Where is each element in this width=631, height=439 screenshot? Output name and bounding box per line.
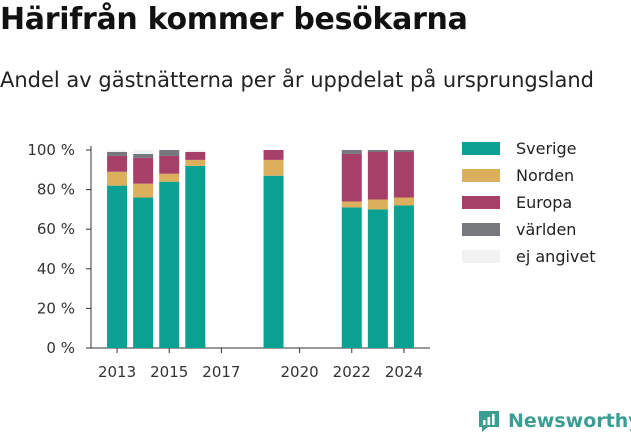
- legend-label: ej angivet: [516, 247, 596, 266]
- bar-segment: [367, 199, 388, 210]
- brand-logo: Newsworthy: [476, 408, 631, 434]
- legend-label: Europa: [516, 193, 572, 212]
- legend-label: Sverige: [516, 139, 577, 158]
- brand-name: Newsworthy: [508, 410, 631, 432]
- legend-swatch: [462, 196, 500, 209]
- bar-segment: [341, 201, 362, 208]
- y-tick-label: 60 %: [37, 220, 75, 238]
- bar-segment: [107, 150, 128, 152]
- bar-segment: [263, 175, 284, 348]
- legend-swatch: [462, 223, 500, 236]
- bar-segment: [393, 150, 414, 152]
- bar-segment: [107, 151, 128, 156]
- x-tick-label: 2013: [98, 363, 136, 381]
- bar-segment: [341, 153, 362, 202]
- y-tick-label: 100 %: [27, 141, 75, 159]
- bar-segment: [393, 151, 414, 198]
- bar-segment: [185, 151, 206, 160]
- bar-segment: [133, 150, 154, 154]
- bar-segment: [159, 150, 180, 156]
- legend-label: världen: [516, 220, 576, 239]
- bar-segment: [107, 171, 128, 186]
- x-tick-label: 2017: [202, 363, 240, 381]
- bar-segment: [367, 150, 388, 152]
- x-tick-label: 2020: [281, 363, 319, 381]
- bar-segment: [185, 159, 206, 166]
- bar-segment: [341, 150, 362, 154]
- bar-segment: [159, 181, 180, 348]
- chart-title: Härifrån kommer besökarna: [0, 2, 468, 37]
- bar-segment: [159, 173, 180, 182]
- bar-segment: [341, 207, 362, 348]
- legend-swatch: [462, 250, 500, 263]
- bar-segment: [367, 209, 388, 348]
- y-tick-label: 40 %: [37, 260, 75, 278]
- chart-subtitle: Andel av gästnätterna per år uppdelat på…: [0, 68, 594, 92]
- bar-segment: [133, 157, 154, 184]
- y-tick-label: 0 %: [46, 339, 75, 357]
- y-tick-label: 80 %: [37, 181, 75, 199]
- bar-segment: [393, 197, 414, 206]
- newsworthy-logo-icon: [479, 411, 499, 432]
- bar-segment: [133, 153, 154, 158]
- bar-segment: [159, 155, 180, 174]
- x-tick-label: 2024: [385, 363, 423, 381]
- bar-segment: [263, 159, 284, 176]
- bar-segment: [107, 185, 128, 348]
- legend-label: Norden: [516, 166, 574, 185]
- bar-segment: [185, 165, 206, 348]
- bar-segment: [133, 183, 154, 198]
- bar-segment: [263, 150, 284, 160]
- legend-swatch: [462, 169, 500, 182]
- bar-segment: [107, 155, 128, 172]
- bar-segment: [393, 205, 414, 348]
- legend-swatch: [462, 142, 500, 155]
- bar-segment: [133, 197, 154, 348]
- x-tick-label: 2022: [333, 363, 371, 381]
- x-tick-label: 2015: [150, 363, 188, 381]
- y-tick-label: 20 %: [37, 299, 75, 317]
- bar-segment: [367, 151, 388, 200]
- bar-segment: [185, 150, 206, 152]
